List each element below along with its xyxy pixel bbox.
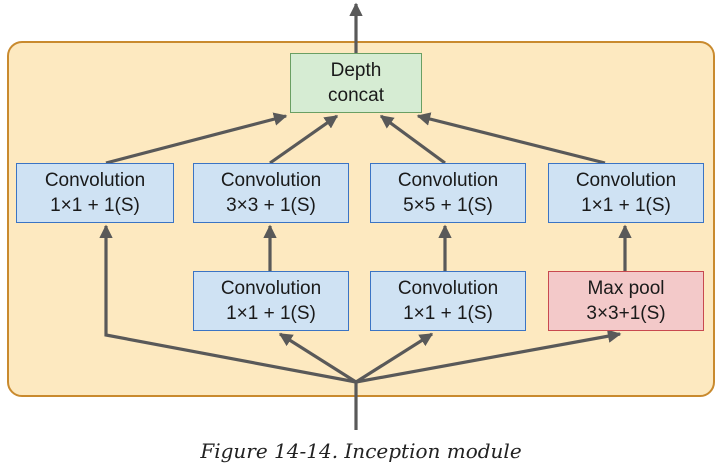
conv-1x1-branch4-box: Convolution 1×1 + 1(S) <box>548 163 704 223</box>
conv-label: Convolution <box>397 170 499 191</box>
figure-caption: Figure 14-14. Inception module <box>200 439 522 463</box>
branch3-input-arrow <box>355 332 434 384</box>
branch4-input-arrow <box>355 329 622 384</box>
conv-label: Convolution <box>220 170 322 191</box>
conv-1x1-reduce-branch2-box: Convolution 1×1 + 1(S) <box>193 271 349 331</box>
pool-params: 3×3+1(S) <box>586 303 666 324</box>
conv-params: 1×1 + 1(S) <box>50 195 140 216</box>
pool-label: Max pool <box>587 278 665 299</box>
conv-label: Convolution <box>397 278 499 299</box>
depth-concat-box: Depth concat <box>290 53 422 113</box>
branch3-concat-arrow <box>379 114 446 165</box>
conv-1x1-branch1-box: Convolution 1×1 + 1(S) <box>16 163 174 223</box>
module-background <box>7 41 715 397</box>
conv-params: 3×3 + 1(S) <box>226 195 316 216</box>
diagram-canvas <box>7 2 715 430</box>
inception-module-diagram: Depth concat Convolution 1×1 + 1(S) Conv… <box>7 2 715 430</box>
branch2-concat-arrow <box>269 114 339 165</box>
branch2-input-arrow <box>278 332 357 384</box>
conv-1x1-reduce-branch3-box: Convolution 1×1 + 1(S) <box>370 271 526 331</box>
branch1-input-arrow <box>99 224 357 384</box>
max-pool-box: Max pool 3×3+1(S) <box>548 271 704 331</box>
conv-params: 1×1 + 1(S) <box>226 303 316 324</box>
conv-label: Convolution <box>44 170 146 191</box>
conv-params: 1×1 + 1(S) <box>403 303 493 324</box>
branch4-concat-arrow <box>416 112 606 165</box>
conv-3x3-box: Convolution 3×3 + 1(S) <box>193 163 349 223</box>
depth-concat-line1: Depth <box>330 60 382 81</box>
conv-5x5-box: Convolution 5×5 + 1(S) <box>370 163 526 223</box>
conv-params: 1×1 + 1(S) <box>581 195 671 216</box>
depth-concat-line2: concat <box>328 85 384 106</box>
conv-label: Convolution <box>575 170 677 191</box>
conv-params: 5×5 + 1(S) <box>403 195 493 216</box>
branch1-concat-arrow <box>105 112 288 165</box>
conv-label: Convolution <box>220 278 322 299</box>
